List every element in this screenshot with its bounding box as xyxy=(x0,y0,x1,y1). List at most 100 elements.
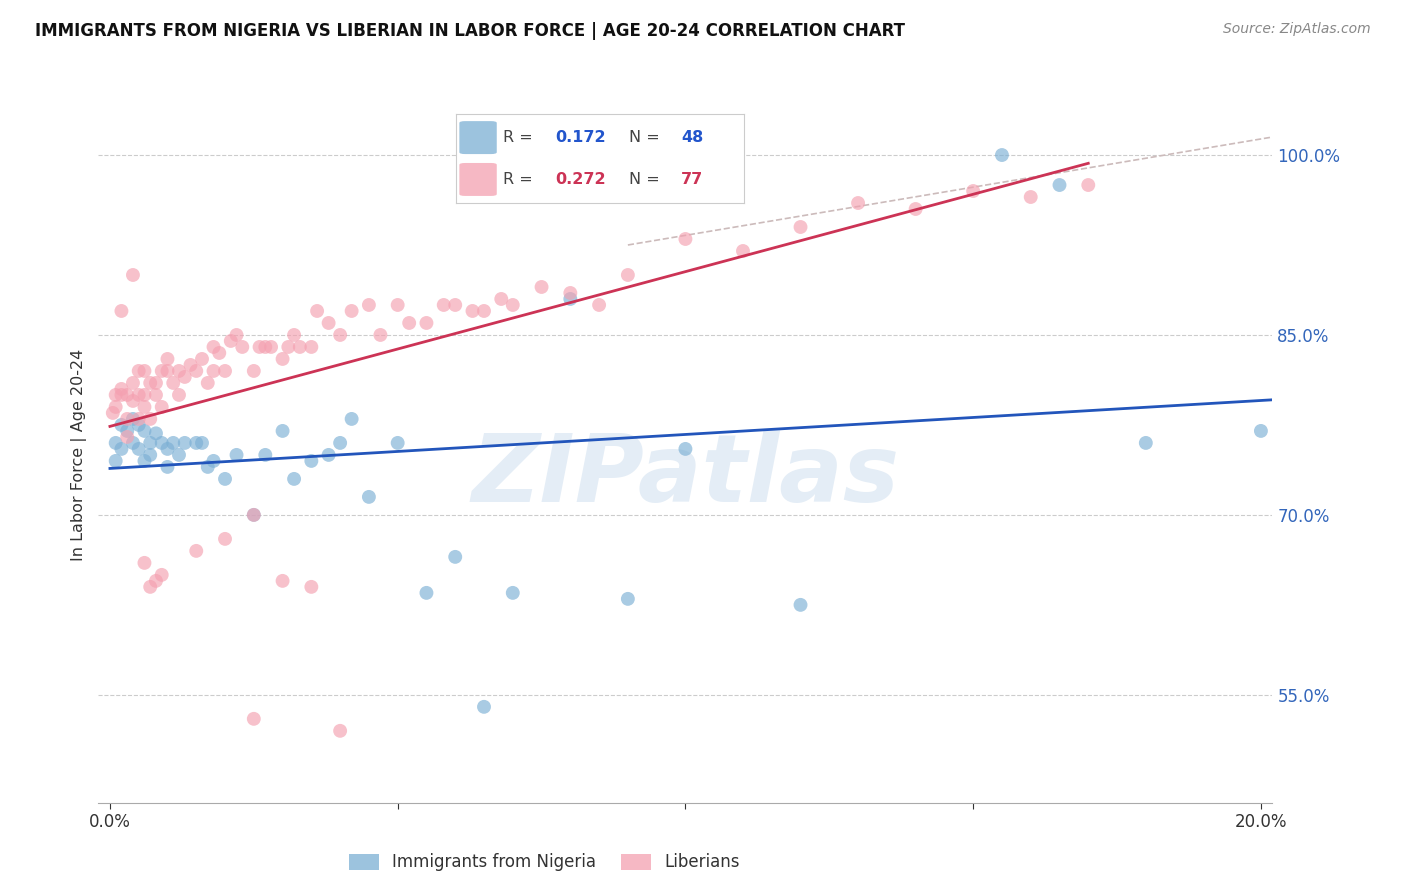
Point xyxy=(104,454,127,468)
Point xyxy=(128,412,150,426)
Point xyxy=(1250,424,1272,438)
Point xyxy=(846,196,869,211)
Point xyxy=(502,586,524,600)
Point xyxy=(904,202,927,216)
Point xyxy=(243,508,266,522)
Point xyxy=(191,436,214,450)
Point xyxy=(145,388,167,402)
Point xyxy=(299,454,322,468)
Point xyxy=(145,426,167,441)
Point xyxy=(789,219,811,234)
Point xyxy=(134,400,156,414)
Point xyxy=(444,549,467,564)
Point xyxy=(167,448,190,462)
Point xyxy=(128,388,150,402)
Point xyxy=(415,586,437,600)
Point xyxy=(1019,190,1042,204)
Point xyxy=(128,364,150,378)
Point xyxy=(179,358,201,372)
Point xyxy=(156,442,179,456)
Point xyxy=(139,412,162,426)
Point xyxy=(128,417,150,432)
Point xyxy=(318,316,340,330)
Point xyxy=(962,184,984,198)
Y-axis label: In Labor Force | Age 20-24: In Labor Force | Age 20-24 xyxy=(72,349,87,561)
Point xyxy=(110,382,132,396)
Point xyxy=(186,364,208,378)
Point xyxy=(214,532,236,546)
Point xyxy=(139,376,162,390)
Point xyxy=(134,424,156,438)
Point xyxy=(186,436,208,450)
Point xyxy=(110,388,132,402)
Point xyxy=(156,364,179,378)
Point xyxy=(115,430,138,444)
Point xyxy=(139,448,162,462)
Point xyxy=(675,442,697,456)
Point xyxy=(214,472,236,486)
Point xyxy=(340,412,363,426)
Point xyxy=(173,370,195,384)
Point xyxy=(254,448,277,462)
Text: IMMIGRANTS FROM NIGERIA VS LIBERIAN IN LABOR FORCE | AGE 20-24 CORRELATION CHART: IMMIGRANTS FROM NIGERIA VS LIBERIAN IN L… xyxy=(35,22,905,40)
Point xyxy=(444,298,467,312)
Point xyxy=(502,298,524,312)
Point xyxy=(186,544,208,558)
Point xyxy=(150,567,173,582)
Point xyxy=(387,298,409,312)
Point xyxy=(104,400,127,414)
Point xyxy=(231,340,253,354)
Point xyxy=(134,556,156,570)
Point xyxy=(197,459,219,474)
Point xyxy=(225,328,247,343)
Point xyxy=(110,304,132,318)
Point xyxy=(128,442,150,456)
Point xyxy=(357,298,380,312)
Point xyxy=(731,244,754,258)
Point xyxy=(283,328,305,343)
Point xyxy=(145,376,167,390)
Point xyxy=(150,364,173,378)
Point xyxy=(197,376,219,390)
Point xyxy=(249,340,271,354)
Point xyxy=(122,436,145,450)
Point xyxy=(271,574,294,588)
Point xyxy=(122,412,145,426)
Point xyxy=(1077,178,1099,192)
Point xyxy=(104,388,127,402)
Point xyxy=(150,436,173,450)
Point xyxy=(225,448,247,462)
Point xyxy=(560,285,582,300)
Point xyxy=(219,334,242,348)
Point xyxy=(472,304,495,318)
Point xyxy=(329,328,352,343)
Point xyxy=(283,472,305,486)
Point xyxy=(329,723,352,738)
Point xyxy=(139,580,162,594)
Point xyxy=(139,436,162,450)
Legend: Immigrants from Nigeria, Liberians: Immigrants from Nigeria, Liberians xyxy=(342,847,747,878)
Point xyxy=(156,351,179,366)
Point xyxy=(162,436,184,450)
Point xyxy=(675,232,697,246)
Point xyxy=(243,712,266,726)
Point xyxy=(299,340,322,354)
Point xyxy=(530,280,553,294)
Point xyxy=(134,454,156,468)
Point xyxy=(162,376,184,390)
Point xyxy=(1135,436,1157,450)
Point xyxy=(617,591,640,606)
Point xyxy=(202,340,225,354)
Point xyxy=(318,448,340,462)
Point xyxy=(588,298,610,312)
Point xyxy=(101,406,124,420)
Point xyxy=(115,388,138,402)
Point xyxy=(214,364,236,378)
Point xyxy=(110,442,132,456)
Point xyxy=(115,412,138,426)
Point xyxy=(560,292,582,306)
Point xyxy=(340,304,363,318)
Point xyxy=(387,436,409,450)
Point xyxy=(254,340,277,354)
Point xyxy=(110,417,132,432)
